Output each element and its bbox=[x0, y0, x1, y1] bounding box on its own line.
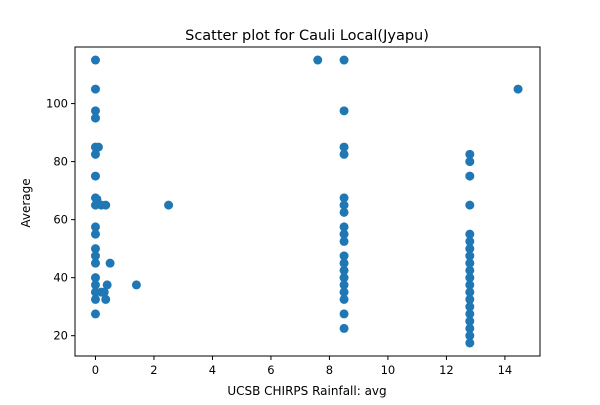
data-point bbox=[339, 193, 349, 203]
data-point bbox=[131, 280, 141, 290]
x-tick-label: 6 bbox=[267, 363, 274, 377]
data-point bbox=[90, 84, 100, 94]
data-point bbox=[339, 258, 349, 268]
data-point bbox=[465, 287, 475, 297]
data-point bbox=[339, 106, 349, 116]
data-point bbox=[513, 84, 523, 94]
data-point bbox=[339, 265, 349, 275]
data-point bbox=[90, 280, 100, 290]
x-tick-label: 10 bbox=[381, 363, 396, 377]
data-point bbox=[90, 294, 100, 304]
data-point bbox=[90, 222, 100, 232]
y-axis: 20 40 60 80 100 bbox=[46, 97, 75, 343]
data-point bbox=[465, 323, 475, 333]
data-point bbox=[339, 309, 349, 319]
data-point bbox=[339, 251, 349, 261]
data-point bbox=[313, 55, 323, 65]
data-point bbox=[99, 287, 109, 297]
data-point bbox=[465, 149, 475, 159]
data-point bbox=[339, 55, 349, 65]
data-point bbox=[465, 280, 475, 290]
x-tick-label: 0 bbox=[92, 363, 99, 377]
data-point bbox=[465, 157, 475, 167]
data-point bbox=[465, 251, 475, 261]
y-axis-label: Average bbox=[19, 178, 33, 227]
data-point bbox=[465, 244, 475, 254]
data-point bbox=[465, 302, 475, 312]
data-point bbox=[465, 258, 475, 268]
data-point bbox=[465, 273, 475, 283]
data-point bbox=[339, 229, 349, 239]
data-point bbox=[90, 258, 100, 268]
data-points bbox=[90, 55, 523, 348]
data-point bbox=[339, 273, 349, 283]
x-tick-label: 2 bbox=[150, 363, 157, 377]
data-point bbox=[465, 331, 475, 341]
data-point bbox=[102, 280, 112, 290]
y-tick-label: 60 bbox=[53, 213, 68, 227]
data-point bbox=[339, 200, 349, 210]
y-tick-label: 100 bbox=[46, 97, 68, 111]
plot-frame bbox=[74, 46, 541, 357]
x-axis-label: UCSB CHIRPS Rainfall: avg bbox=[227, 384, 386, 398]
data-point bbox=[90, 309, 100, 319]
data-point bbox=[465, 309, 475, 319]
data-point bbox=[465, 171, 475, 181]
x-axis: 0 2 4 6 8 10 12 14 bbox=[92, 356, 512, 377]
y-tick-label: 20 bbox=[53, 329, 68, 343]
data-point bbox=[93, 142, 103, 152]
chart-title: Scatter plot for Cauli Local(Jyapu) bbox=[185, 28, 429, 44]
data-point bbox=[339, 222, 349, 232]
y-tick-label: 80 bbox=[53, 155, 68, 169]
data-point bbox=[339, 280, 349, 290]
data-point bbox=[90, 106, 100, 116]
y-tick-label: 40 bbox=[53, 271, 68, 285]
x-tick-label: 8 bbox=[326, 363, 333, 377]
data-point bbox=[465, 338, 475, 348]
data-point bbox=[101, 294, 111, 304]
data-point bbox=[339, 287, 349, 297]
data-point bbox=[164, 200, 174, 210]
data-point bbox=[90, 171, 100, 181]
data-point bbox=[90, 55, 100, 65]
data-point bbox=[339, 236, 349, 246]
data-point bbox=[339, 323, 349, 333]
data-point bbox=[339, 294, 349, 304]
data-point bbox=[101, 200, 111, 210]
data-point bbox=[90, 229, 100, 239]
data-point bbox=[465, 294, 475, 304]
data-point bbox=[465, 265, 475, 275]
data-point bbox=[339, 149, 349, 159]
plot-area bbox=[74, 46, 541, 357]
data-point bbox=[339, 207, 349, 217]
data-point bbox=[90, 113, 100, 123]
data-point bbox=[465, 236, 475, 246]
x-tick-label: 14 bbox=[498, 363, 513, 377]
data-point bbox=[105, 258, 115, 268]
x-tick-label: 4 bbox=[209, 363, 216, 377]
data-point bbox=[465, 200, 475, 210]
data-point bbox=[90, 273, 100, 283]
x-tick-label: 12 bbox=[439, 363, 454, 377]
data-point bbox=[465, 229, 475, 239]
data-point bbox=[339, 142, 349, 152]
data-point bbox=[90, 149, 100, 159]
data-point bbox=[90, 251, 100, 261]
data-point bbox=[465, 316, 475, 326]
data-point bbox=[90, 244, 100, 254]
